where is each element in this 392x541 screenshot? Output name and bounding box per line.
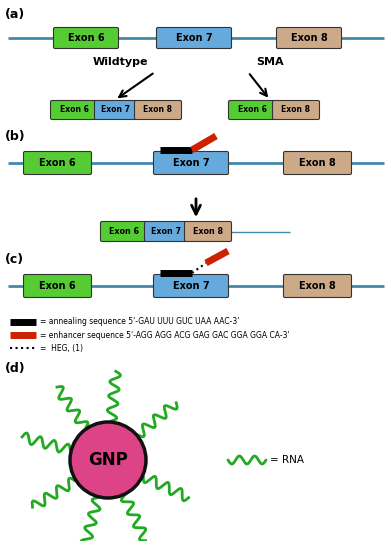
Text: Exon 6: Exon 6	[39, 158, 76, 168]
FancyBboxPatch shape	[229, 101, 276, 120]
Text: (b): (b)	[5, 130, 25, 143]
Text: Exon 8: Exon 8	[290, 33, 327, 43]
Text: Exon 6: Exon 6	[60, 105, 89, 115]
Text: Exon 7: Exon 7	[173, 281, 209, 291]
Text: =  HEG, (1): = HEG, (1)	[40, 344, 83, 353]
FancyBboxPatch shape	[272, 101, 319, 120]
Text: = enhancer sequence 5'-AGG AGG ACG GAG GAC GGA GGA CA-3': = enhancer sequence 5'-AGG AGG ACG GAG G…	[40, 331, 290, 340]
FancyBboxPatch shape	[145, 221, 187, 241]
FancyBboxPatch shape	[51, 101, 98, 120]
Text: Exon 6: Exon 6	[238, 105, 267, 115]
Text: SMA: SMA	[256, 57, 284, 67]
Text: (d): (d)	[5, 362, 25, 375]
Text: Exon 8: Exon 8	[299, 281, 336, 291]
FancyBboxPatch shape	[94, 101, 138, 120]
FancyBboxPatch shape	[24, 151, 91, 175]
Text: Exon 8: Exon 8	[299, 158, 336, 168]
FancyBboxPatch shape	[283, 274, 352, 298]
Text: (a): (a)	[5, 8, 25, 21]
Text: Exon 7: Exon 7	[176, 33, 212, 43]
FancyBboxPatch shape	[24, 274, 91, 298]
Text: Exon 6: Exon 6	[39, 281, 76, 291]
FancyBboxPatch shape	[185, 221, 232, 241]
FancyBboxPatch shape	[53, 28, 118, 49]
Text: (c): (c)	[5, 253, 24, 266]
FancyBboxPatch shape	[134, 101, 181, 120]
FancyBboxPatch shape	[154, 151, 229, 175]
Text: Exon 6: Exon 6	[68, 33, 104, 43]
FancyBboxPatch shape	[154, 274, 229, 298]
Text: Exon 8: Exon 8	[281, 105, 310, 115]
Text: Exon 7: Exon 7	[173, 158, 209, 168]
Text: GNP: GNP	[88, 451, 128, 469]
Text: = annealing sequence 5'-GAU UUU GUC UAA AAC-3': = annealing sequence 5'-GAU UUU GUC UAA …	[40, 318, 240, 327]
Text: Exon 7: Exon 7	[102, 105, 131, 115]
Text: Exon 6: Exon 6	[109, 227, 139, 236]
FancyBboxPatch shape	[283, 151, 352, 175]
FancyBboxPatch shape	[156, 28, 232, 49]
Text: Exon 8: Exon 8	[193, 227, 223, 236]
FancyBboxPatch shape	[276, 28, 341, 49]
Text: Wildtype: Wildtype	[92, 57, 148, 67]
Text: Exon 7: Exon 7	[151, 227, 181, 236]
Text: = RNA: = RNA	[270, 455, 304, 465]
Text: Exon 8: Exon 8	[143, 105, 172, 115]
Circle shape	[70, 422, 146, 498]
FancyBboxPatch shape	[100, 221, 147, 241]
